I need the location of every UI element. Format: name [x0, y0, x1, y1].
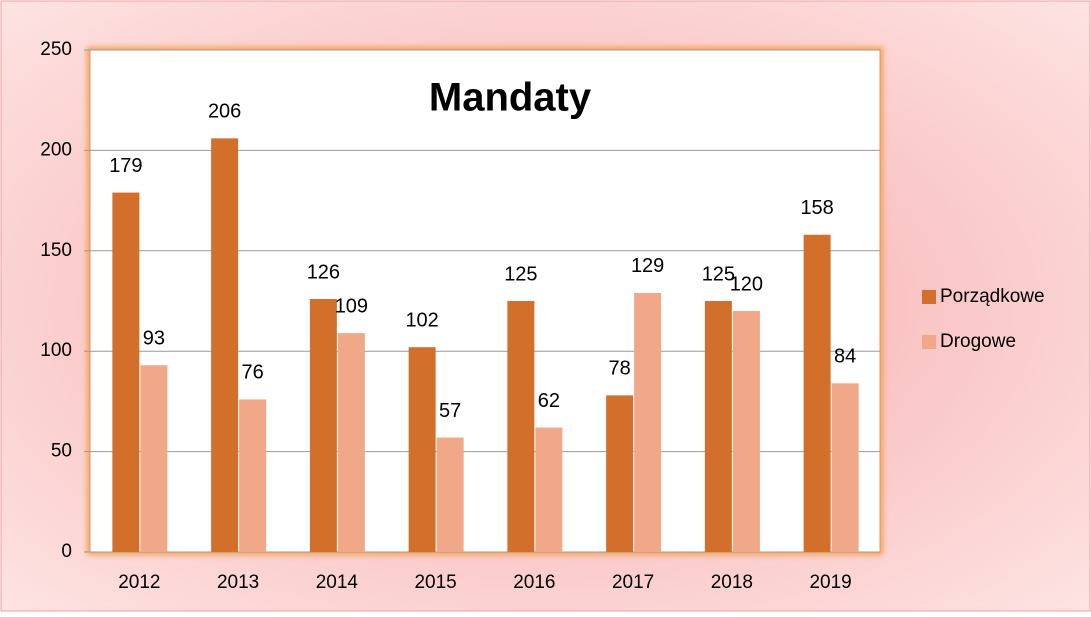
value-label: 102: [405, 309, 438, 331]
y-tick-label: 50: [51, 441, 72, 462]
bar: [803, 234, 831, 552]
bar: [606, 395, 634, 552]
x-tick-label: 2016: [513, 572, 555, 593]
bar: [831, 383, 859, 552]
value-label: 126: [307, 261, 340, 283]
value-label: 179: [109, 155, 142, 177]
x-tick-label: 2018: [711, 572, 753, 593]
y-tick-label: 100: [40, 340, 72, 361]
y-tick-label: 200: [40, 139, 72, 160]
bar: [704, 301, 732, 552]
legend-swatch: [922, 290, 936, 304]
y-tick-label: 0: [61, 541, 72, 562]
value-label: 125: [702, 263, 735, 285]
bar: [239, 399, 267, 552]
bar: [408, 347, 436, 552]
legend-swatch: [922, 335, 936, 349]
value-label: 57: [439, 400, 461, 422]
bar: [337, 333, 365, 552]
chart-title: Mandaty: [429, 76, 592, 120]
plot-area: [89, 49, 881, 553]
value-label: 125: [504, 263, 537, 285]
value-label: 76: [242, 362, 264, 384]
value-label: 78: [609, 358, 631, 380]
x-tick-label: 2014: [316, 572, 359, 593]
x-tick-label: 2012: [118, 572, 160, 593]
legend-label: Porządkowe: [940, 286, 1045, 307]
bar: [211, 138, 239, 553]
value-label: 158: [800, 197, 833, 219]
bar: [535, 427, 563, 552]
value-label: 129: [631, 255, 664, 277]
value-label: 206: [208, 101, 241, 123]
value-label: 62: [538, 390, 560, 412]
bar: [309, 298, 337, 552]
x-tick-label: 2015: [414, 572, 456, 593]
x-tick-label: 2017: [612, 572, 654, 593]
bar: [112, 192, 140, 552]
bar: [436, 437, 464, 552]
value-label: 84: [834, 346, 856, 368]
value-label: 109: [335, 295, 368, 317]
legend-label: Drogowe: [940, 331, 1016, 352]
bar: [507, 301, 535, 552]
value-label: 93: [143, 328, 165, 350]
bar: [634, 292, 662, 552]
bar: [140, 365, 168, 552]
x-tick-label: 2013: [217, 572, 259, 593]
x-tick-label: 2019: [809, 572, 851, 593]
bar: [732, 311, 760, 552]
value-label: 120: [730, 273, 763, 295]
y-tick-label: 150: [40, 240, 72, 261]
y-tick-label: 250: [40, 39, 72, 60]
